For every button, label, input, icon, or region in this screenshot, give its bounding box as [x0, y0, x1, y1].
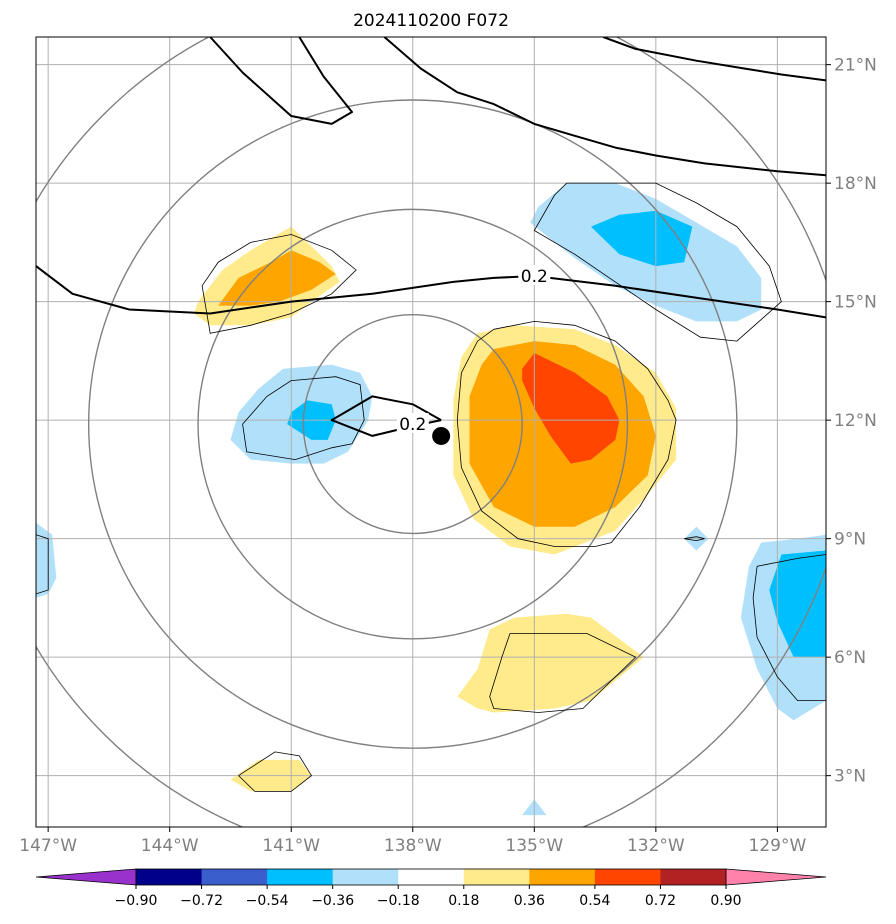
plot-frame — [35, 36, 827, 828]
y-axis-ticks: 21°N 18°N 15°N 12°N 9°N 6°N 3°N — [826, 56, 877, 787]
colorbar-tick-label-6: 0.36 — [514, 893, 545, 909]
x-tick-label-4: 135°W — [505, 836, 563, 856]
thin-contour-4 — [489, 633, 637, 713]
x-tick-label-5: 132°W — [627, 836, 685, 856]
y-tick-label-6: 3°N — [834, 767, 866, 787]
x-tick-label-2: 141°W — [262, 836, 320, 856]
thin-contour-3 — [242, 376, 365, 461]
range-ring-0 — [302, 314, 523, 535]
bold-contour-0 — [36, 265, 826, 319]
thin-contours — [36, 182, 826, 792]
x-tick-label-6: 129°W — [749, 836, 807, 856]
colorbar-segment-6 — [529, 869, 596, 885]
contour-label-bg-1 — [396, 413, 429, 434]
colorbar-tick-label-3: −0.36 — [311, 893, 354, 909]
thin-contour-5 — [238, 751, 313, 792]
colorbar-segment-0 — [136, 869, 203, 885]
bold-contours: 0.2 0.2 — [36, 37, 826, 437]
colorbar-segment-1 — [201, 869, 268, 885]
shaded-region-8 — [591, 210, 693, 267]
colorbar-segment-4 — [398, 869, 465, 885]
shaded-region-5 — [457, 613, 644, 713]
colorbar-segment-2 — [267, 869, 334, 885]
shaded-region-2 — [522, 353, 620, 464]
range-rings — [36, 37, 826, 827]
range-ring-2 — [87, 99, 738, 749]
y-tick-label-3: 12°N — [834, 411, 877, 431]
colorbar-tick-label-4: −0.18 — [377, 893, 420, 909]
y-tick-label-0: 21°N — [834, 56, 877, 76]
colorbar-extend-low — [35, 868, 137, 886]
colorbar-segment-3 — [332, 869, 399, 885]
thin-contour-1 — [201, 234, 357, 334]
colorbar-segment-7 — [594, 869, 661, 885]
shaded-region-12 — [769, 550, 826, 658]
x-tick-label-3: 138°W — [384, 836, 442, 856]
colorbar-tick-label-2: −0.54 — [246, 893, 289, 909]
y-tick-label-2: 15°N — [834, 293, 877, 313]
shaded-region-13 — [36, 522, 57, 598]
bold-contour-2 — [209, 37, 353, 125]
colorbar-segment-5 — [463, 869, 530, 885]
storm-center — [432, 426, 451, 445]
colorbar-tick-label-9: 0.90 — [710, 893, 741, 909]
x-axis-ticks: 147°W 144°W 141°W 138°W 135°W 132°W 129°W — [19, 827, 806, 856]
shaded-region-4 — [218, 250, 336, 306]
thin-contour-6 — [752, 554, 826, 701]
colorbar-tick-label-1: −0.72 — [180, 893, 223, 909]
thin-contour-0 — [456, 320, 677, 547]
colorbar-tick-label-0: −0.90 — [115, 893, 158, 909]
contour-label-bg-0 — [518, 264, 551, 285]
contour-label-0: 0.2 — [521, 267, 548, 287]
chart-title: 2024110200 F072 — [353, 11, 509, 31]
colorbar-extend-high — [725, 868, 827, 886]
y-tick-label-4: 9°N — [834, 530, 866, 550]
y-tick-label-1: 18°N — [834, 174, 877, 194]
storm-center-marker — [432, 426, 451, 445]
x-tick-label-1: 144°W — [141, 836, 199, 856]
y-tick-label-5: 6°N — [834, 648, 866, 668]
filled-contours — [36, 183, 826, 816]
grid-lines — [36, 37, 826, 827]
colorbar-segment-8 — [660, 869, 727, 885]
x-tick-label-0: 147°W — [19, 836, 77, 856]
thin-contour-2 — [533, 182, 782, 342]
bold-contour-3 — [383, 37, 826, 177]
thin-contour-8 — [684, 536, 705, 542]
colorbar: −0.90 −0.72 −0.54 −0.36 −0.18 0.18 0.36 0.54 0.7… — [35, 868, 827, 909]
thin-contour-7 — [36, 534, 49, 595]
colorbar-tick-label-8: 0.72 — [645, 893, 676, 909]
colorbar-tick-label-7: 0.54 — [579, 893, 610, 909]
range-ring-1 — [197, 208, 629, 640]
bold-contour-4 — [602, 37, 826, 82]
colorbar-frame — [135, 868, 727, 886]
contour-label-1: 0.2 — [399, 415, 426, 435]
colorbar-tick-label-5: 0.18 — [448, 893, 479, 909]
